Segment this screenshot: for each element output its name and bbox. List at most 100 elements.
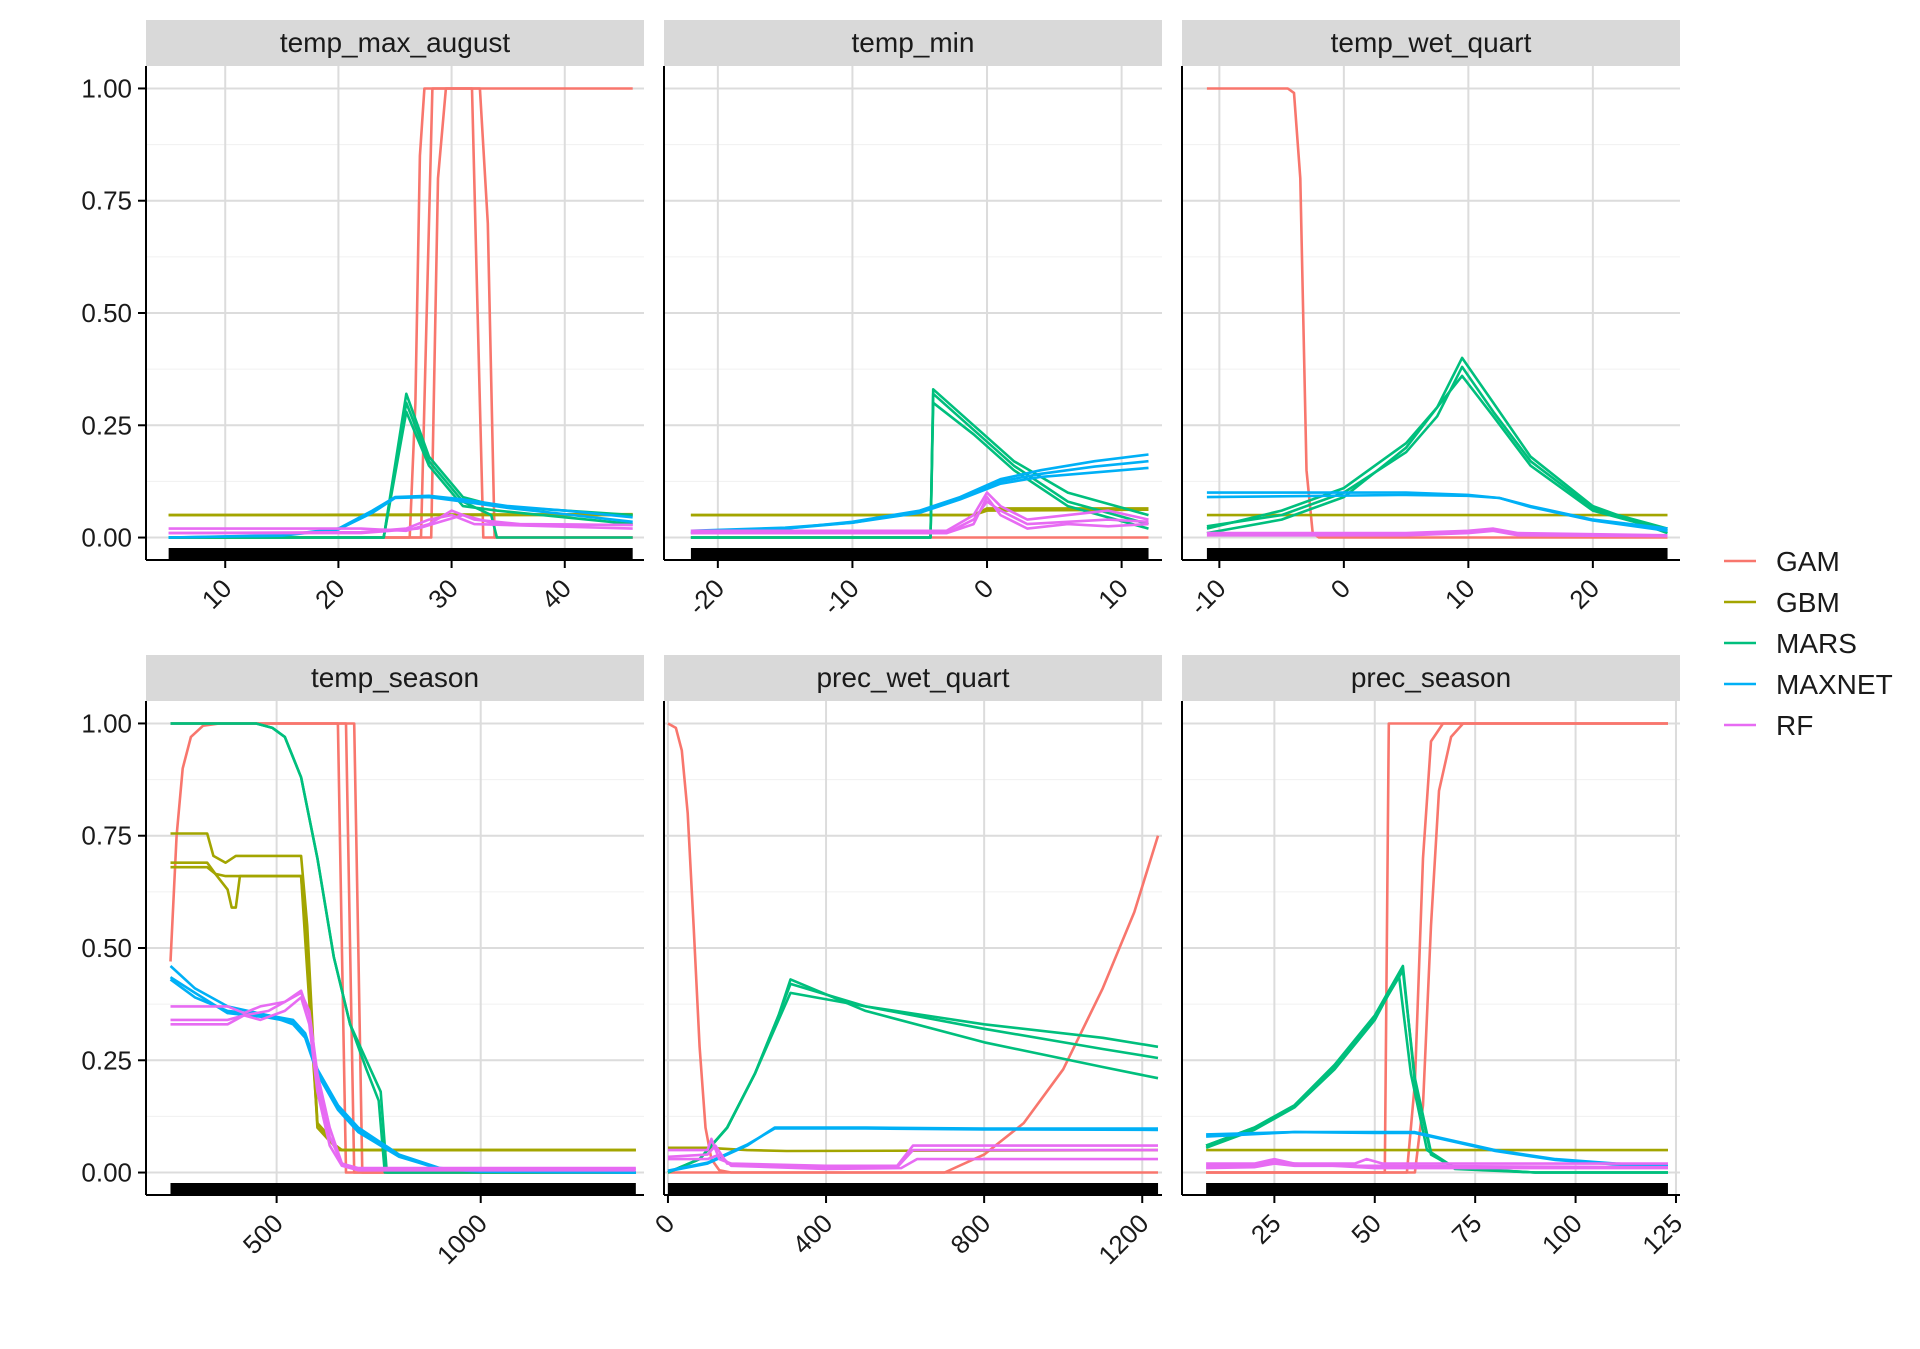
- line-GBM: [170, 861, 636, 1152]
- series-GAM: [1206, 722, 1668, 1174]
- strip-background: [664, 20, 1162, 66]
- line-RF: [1206, 529, 1668, 538]
- line-RF: [690, 495, 1149, 535]
- grid-lines: [146, 66, 644, 560]
- panel-title: prec_wet_quart: [816, 662, 1009, 693]
- line-GAM: [1206, 722, 1668, 1174]
- x-tick-label: 500: [237, 1208, 289, 1260]
- series-RF: [667, 1137, 1158, 1171]
- rug: [690, 548, 1149, 560]
- x-tick-label: 0: [1325, 573, 1356, 604]
- x-tick-label: 20: [309, 573, 351, 615]
- x-tick-label: 1000: [431, 1208, 493, 1270]
- y-tick-label: 1.00: [81, 73, 132, 103]
- y-tick-label: 0.75: [81, 821, 132, 851]
- legend-label: GBM: [1776, 587, 1840, 618]
- line-RF: [690, 491, 1149, 533]
- line-MARS: [168, 410, 633, 539]
- x-tick-label: 50: [1345, 1208, 1387, 1250]
- legend-label: MAXNET: [1776, 669, 1893, 700]
- grid-lines: [664, 701, 1162, 1195]
- x-tick-label: 75: [1446, 1208, 1488, 1250]
- rug-band: [1206, 1183, 1668, 1195]
- panel-title: temp_max_august: [280, 27, 511, 58]
- series-GAM: [1206, 87, 1668, 539]
- panel-title: temp_min: [852, 27, 975, 58]
- series-GAM: [667, 722, 1160, 1174]
- y-tick-label: 0.00: [81, 523, 132, 553]
- panel-temp_season: temp_season 500 1000 0.00 0.25 0.50 0.75 1.00: [81, 655, 644, 1270]
- strip-background: [146, 20, 644, 66]
- line-MARS: [667, 982, 1159, 1174]
- line-MARS: [667, 978, 1159, 1174]
- rug-band: [170, 1183, 636, 1195]
- rug: [667, 1183, 1159, 1195]
- panel-prec_season: prec_season 25 50 75 100 125: [1181, 655, 1688, 1260]
- line-MARS: [1206, 365, 1668, 530]
- panel-temp_max_august: temp_max_august 10 20 30 40 0.00 0.25 0.50 0.75 1…: [81, 20, 644, 615]
- line-GAM: [1206, 87, 1668, 539]
- x-tick-label: 10: [196, 573, 238, 615]
- series-RF: [170, 989, 636, 1172]
- x-tick-label: -10: [817, 573, 865, 621]
- line-MARS: [690, 401, 1149, 539]
- y-tick-label: 0.25: [81, 1045, 132, 1075]
- line-MAXNET: [169, 976, 636, 1174]
- line-MAXNET: [169, 965, 636, 1174]
- line-MAXNET: [690, 466, 1149, 533]
- rug-band: [667, 1183, 1159, 1195]
- x-tick-label: 0: [968, 573, 999, 604]
- line-RF: [668, 1153, 1158, 1171]
- rug: [1206, 1183, 1668, 1195]
- grid-lines: [146, 701, 644, 1195]
- panel-prec_wet_quart: prec_wet_quart 0 400 800 1200: [649, 655, 1162, 1270]
- line-RF: [667, 1144, 1158, 1170]
- legend-label: GAM: [1776, 546, 1840, 577]
- legend-label: MARS: [1776, 628, 1857, 659]
- rug-band: [1206, 548, 1668, 560]
- series-MAXNET: [169, 965, 636, 1174]
- legend: GAM GBM MARS MAXNET RF: [1724, 546, 1893, 741]
- strip-background: [664, 655, 1162, 701]
- panel-title: temp_season: [311, 662, 479, 693]
- legend-label: RF: [1776, 710, 1813, 741]
- line-RF: [1206, 1160, 1668, 1170]
- x-tick-label: 30: [422, 573, 464, 615]
- line-RF: [1206, 1162, 1669, 1170]
- series-GBM: [170, 832, 636, 1152]
- panel-temp_wet_quart: temp_wet_quart -10 0 10 20: [1181, 20, 1680, 621]
- rug-band: [690, 548, 1149, 560]
- strip-background: [1182, 20, 1680, 66]
- rug: [168, 548, 633, 560]
- grid-lines: [1182, 66, 1680, 560]
- line-RF: [690, 500, 1149, 535]
- series-MARS: [1206, 356, 1668, 535]
- series-MAXNET: [667, 1126, 1159, 1173]
- line-RF: [1206, 527, 1668, 537]
- line-MAXNET: [1206, 493, 1668, 533]
- y-tick-label: 0.50: [81, 298, 132, 328]
- strip-background: [1182, 655, 1680, 701]
- series-MARS: [690, 388, 1149, 539]
- y-tick-label: 0.75: [81, 186, 132, 216]
- rug: [170, 1183, 636, 1195]
- line-MARS: [1205, 964, 1668, 1174]
- grid-lines: [664, 66, 1162, 560]
- series-MARS: [667, 978, 1159, 1174]
- y-tick-label: 1.00: [81, 708, 132, 738]
- series-RF: [168, 509, 633, 535]
- strip-background: [146, 655, 644, 701]
- x-tick-label: -10: [1184, 573, 1232, 621]
- x-tick-label: 10: [1092, 573, 1134, 615]
- line-RF: [1206, 1157, 1668, 1165]
- panel-temp_min: temp_min -20 -10 0 10: [663, 20, 1162, 621]
- line-GAM: [667, 722, 1160, 1174]
- y-tick-label: 0.25: [81, 410, 132, 440]
- x-tick-label: 125: [1636, 1208, 1688, 1260]
- line-MAXNET: [667, 1127, 1159, 1172]
- y-tick-label: 0.50: [81, 933, 132, 963]
- x-tick-label: 1200: [1092, 1208, 1154, 1270]
- panel-title: prec_season: [1351, 662, 1511, 693]
- line-GAM: [168, 87, 633, 539]
